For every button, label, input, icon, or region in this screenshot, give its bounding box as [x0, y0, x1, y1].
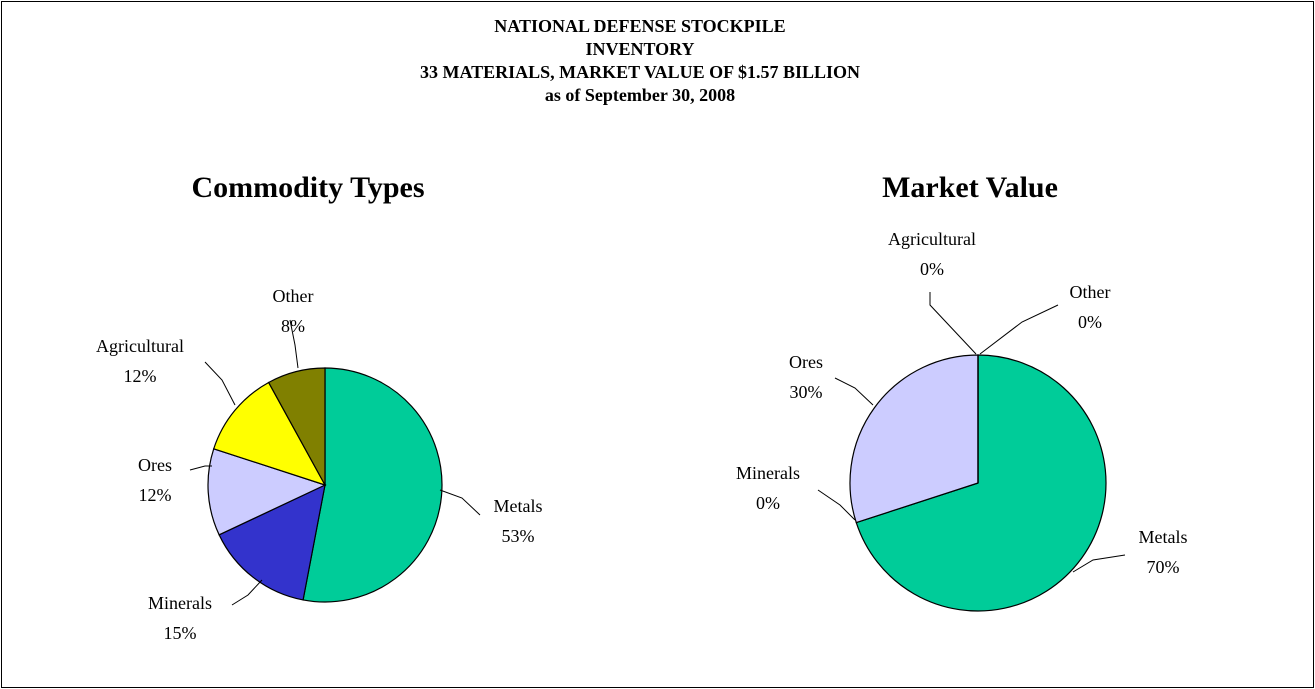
- slice-value-label: 0%: [1078, 312, 1102, 332]
- slice-label: Minerals: [736, 463, 800, 483]
- pie-title: Commodity Types: [191, 171, 424, 204]
- pie-slice: [849, 354, 979, 524]
- slice-label: Agricultural: [96, 336, 184, 356]
- leader-line: [231, 579, 263, 606]
- leader-line: [979, 304, 1059, 355]
- slice-value-label: 8%: [281, 316, 305, 336]
- leader-line: [204, 361, 236, 406]
- slice-value-label: 53%: [502, 526, 535, 546]
- leader-line: [929, 292, 977, 355]
- leader-line: [1072, 554, 1126, 573]
- slice-label: Other: [273, 286, 314, 306]
- slice-value-label: 30%: [790, 382, 823, 402]
- pie-slice: [218, 483, 326, 601]
- header-line: as of September 30, 2008: [545, 85, 735, 105]
- slice-label: Ores: [138, 455, 172, 475]
- header-line: 33 MATERIALS, MARKET VALUE OF $1.57 BILL…: [420, 62, 860, 82]
- slice-label: Other: [1070, 282, 1111, 302]
- leader-line: [289, 319, 299, 369]
- pie-slice: [212, 381, 327, 487]
- slice-label: Metals: [1139, 527, 1188, 547]
- slice-value-label: 12%: [139, 485, 172, 505]
- header-line: NATIONAL DEFENSE STOCKPILE: [494, 16, 785, 36]
- pie-slice: [302, 367, 443, 603]
- header-line: INVENTORY: [585, 39, 694, 59]
- slice-value-label: 0%: [756, 493, 780, 513]
- slice-label: Agricultural: [888, 229, 976, 249]
- leader-line: [439, 489, 481, 516]
- leader-line: [189, 465, 212, 471]
- slice-value-label: 0%: [920, 259, 944, 279]
- pie-slice: [207, 448, 327, 536]
- pie-title: Market Value: [882, 171, 1058, 204]
- slice-label: Ores: [789, 352, 823, 372]
- leader-line: [834, 377, 874, 406]
- slice-value-label: 12%: [124, 366, 157, 386]
- pie-slice: [267, 367, 326, 486]
- leader-line: [817, 489, 856, 521]
- slice-label: Minerals: [148, 593, 212, 613]
- pie-slice: [855, 354, 1107, 612]
- slice-value-label: 70%: [1147, 557, 1180, 577]
- slice-value-label: 15%: [164, 623, 197, 643]
- slice-label: Metals: [494, 496, 543, 516]
